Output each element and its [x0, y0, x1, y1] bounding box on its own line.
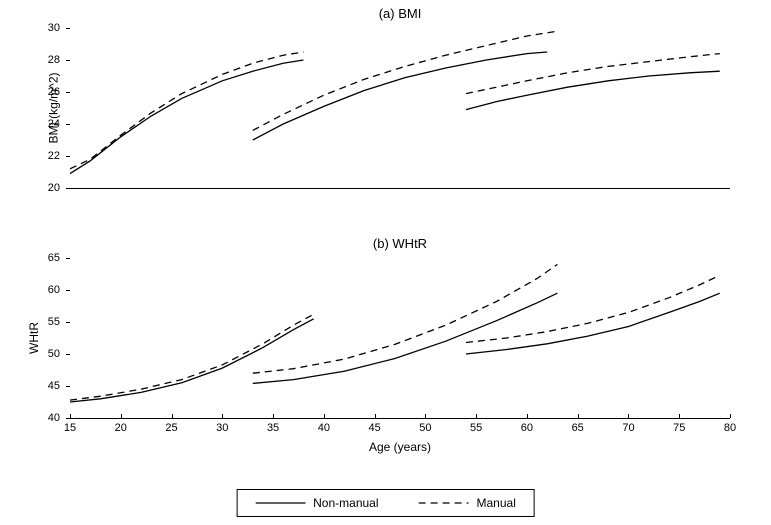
x-tick-label: 55 [470, 422, 482, 434]
y-tick-label: 40 [48, 412, 60, 424]
figure-container: (a) BMI BMI (kg/m^2) 202224262830 (b) WH… [0, 0, 771, 525]
panel-b-ylabel: WHtR [27, 322, 41, 354]
series-manual_seg1 [70, 314, 314, 400]
y-tick-label: 28 [48, 54, 60, 66]
series-nonmanual_seg2 [253, 52, 547, 140]
x-tick-label: 80 [724, 422, 736, 434]
x-tick-label: 35 [267, 422, 279, 434]
panel-a-title: (a) BMI [70, 6, 730, 21]
series-manual_seg2 [253, 31, 558, 130]
x-tick-label: 70 [622, 422, 634, 434]
y-tick-label: 60 [48, 284, 60, 296]
y-tick-label: 65 [48, 252, 60, 264]
y-tick-label: 30 [48, 22, 60, 34]
legend: Non-manual Manual [236, 489, 535, 517]
panel-b-svg [70, 258, 730, 418]
series-nonmanual_seg1 [70, 319, 314, 402]
panel-b: (b) WHtR WHtR 404550556065 [70, 240, 730, 440]
x-tick-label: 30 [216, 422, 228, 434]
x-axis-label: Age (years) [70, 440, 730, 454]
y-tick-label: 55 [48, 316, 60, 328]
panel-a-plot: BMI (kg/m^2) 202224262830 [70, 28, 730, 189]
legend-line-solid [255, 497, 305, 509]
panel-a-ylabel: BMI (kg/m^2) [46, 73, 60, 144]
y-tick-label: 45 [48, 380, 60, 392]
legend-item-nonmanual: Non-manual [255, 496, 378, 510]
legend-label-manual: Manual [477, 496, 516, 510]
x-tick-label: 50 [419, 422, 431, 434]
panel-b-plot: WHtR 404550556065 [70, 258, 730, 419]
legend-line-dashed [419, 497, 469, 509]
y-tick-label: 24 [48, 118, 60, 130]
y-tick-label: 26 [48, 86, 60, 98]
x-tick-label: 15 [64, 422, 76, 434]
x-tick-label: 45 [368, 422, 380, 434]
y-tick-label: 20 [48, 182, 60, 194]
series-manual_seg2 [253, 264, 558, 373]
y-tick-label: 50 [48, 348, 60, 360]
series-nonmanual_seg3 [466, 293, 720, 354]
series-nonmanual_seg1 [70, 60, 304, 174]
x-tick-label: 75 [673, 422, 685, 434]
series-manual_seg1 [70, 52, 304, 169]
series-nonmanual_seg2 [253, 293, 558, 383]
x-tick-label: 65 [572, 422, 584, 434]
x-axis: 1520253035404550556065707580 Age (years) [70, 418, 730, 453]
x-tick-label: 25 [165, 422, 177, 434]
series-manual_seg3 [466, 275, 720, 342]
series-nonmanual_seg3 [466, 71, 720, 109]
panel-a: (a) BMI BMI (kg/m^2) 202224262830 [70, 10, 730, 210]
y-tick-label: 22 [48, 150, 60, 162]
legend-label-nonmanual: Non-manual [313, 496, 378, 510]
x-tick-label: 20 [115, 422, 127, 434]
panel-a-svg [70, 28, 730, 188]
panel-b-title: (b) WHtR [70, 236, 730, 251]
legend-item-manual: Manual [419, 496, 516, 510]
x-tick-label: 60 [521, 422, 533, 434]
x-tick-label: 40 [318, 422, 330, 434]
